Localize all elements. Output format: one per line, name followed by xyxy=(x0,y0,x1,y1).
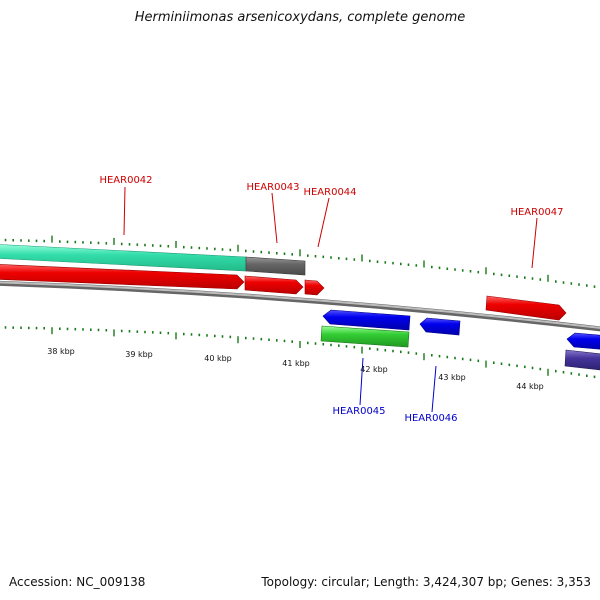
gene-label-hear0044[interactable]: HEAR0044 xyxy=(303,187,356,198)
scale-label-41kbp: 41 kbp xyxy=(282,359,310,368)
scale-label-44kbp: 44 kbp xyxy=(516,382,544,391)
tick-row-upper xyxy=(4,235,596,288)
gene-hear0047-arrow[interactable] xyxy=(485,295,567,321)
gene-hear0046-arrow[interactable] xyxy=(419,317,461,336)
gene-label-hear0047[interactable]: HEAR0047 xyxy=(510,207,563,218)
gene-blue-arrow-right[interactable] xyxy=(566,332,600,350)
scale-label-42kbp: 42 kbp xyxy=(360,365,388,374)
gene-label-hear0042[interactable]: HEAR0042 xyxy=(99,175,152,186)
leader-hear0042 xyxy=(123,186,126,236)
gene-label-hear0046[interactable]: HEAR0046 xyxy=(404,413,457,424)
gene-label-hear0043[interactable]: HEAR0043 xyxy=(246,182,299,193)
map-title: Herminiimonas arsenicoxydans, complete g… xyxy=(134,10,466,25)
leader-hear0043 xyxy=(271,192,278,244)
leader-hear0044 xyxy=(317,197,330,248)
gene-hear0044-arrow[interactable] xyxy=(304,279,325,296)
gene-hear0045-arrow[interactable] xyxy=(322,309,411,331)
accession-label: Accession: NC_009138 xyxy=(9,575,146,589)
genome-backbone xyxy=(0,280,600,332)
scale-label-40kbp: 40 kbp xyxy=(204,354,232,363)
leader-hear0047 xyxy=(531,217,538,269)
feature-gray-block xyxy=(245,256,306,276)
scale-label-43kbp: 43 kbp xyxy=(438,373,466,382)
genome-summary-label: Topology: circular; Length: 3,424,307 bp… xyxy=(261,575,591,589)
tick-row-lower xyxy=(4,326,596,379)
feature-purple-block xyxy=(564,349,600,371)
leader-hear0046 xyxy=(431,365,437,413)
feature-green-block xyxy=(320,325,410,348)
leader-hear0045 xyxy=(359,357,364,406)
scale-label-39kbp: 39 kbp xyxy=(125,350,153,359)
genome-backbone-highlight xyxy=(0,281,600,329)
scale-label-38kbp: 38 kbp xyxy=(47,347,75,356)
gene-hear0042-arrow[interactable] xyxy=(0,264,245,290)
gene-hear0043-arrow[interactable] xyxy=(244,275,304,295)
gene-label-hear0045[interactable]: HEAR0045 xyxy=(332,406,385,417)
